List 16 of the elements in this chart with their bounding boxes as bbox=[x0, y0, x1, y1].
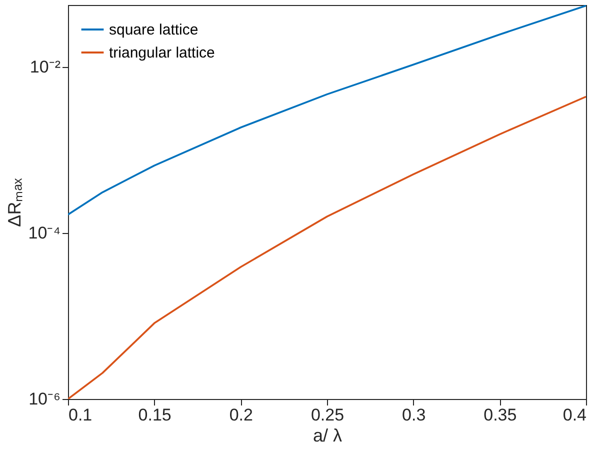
x-axis-title: a/ λ bbox=[312, 426, 342, 446]
legend-label: square lattice bbox=[109, 22, 198, 38]
y-tick-label: 10⁻⁴ bbox=[28, 224, 60, 243]
x-tick-label: 0.3 bbox=[402, 406, 426, 424]
x-tick-label: 0.2 bbox=[229, 406, 253, 424]
legend-label: triangular lattice bbox=[109, 44, 215, 62]
x-tick-label: 0.35 bbox=[484, 406, 517, 424]
x-tick-label: 0.4 bbox=[562, 406, 586, 424]
y-tick-label: 10⁻² bbox=[30, 58, 61, 77]
y-axis-title: ΔRₘₐₓ bbox=[4, 178, 24, 227]
line-series bbox=[68, 96, 586, 399]
y-tick-label: 10⁻⁶ bbox=[28, 390, 60, 408]
line-series bbox=[68, 5, 586, 216]
x-tick-label: 0.25 bbox=[310, 406, 344, 424]
x-tick-label: 0.1 bbox=[68, 406, 92, 424]
x-tick-label: 0.15 bbox=[138, 406, 172, 424]
